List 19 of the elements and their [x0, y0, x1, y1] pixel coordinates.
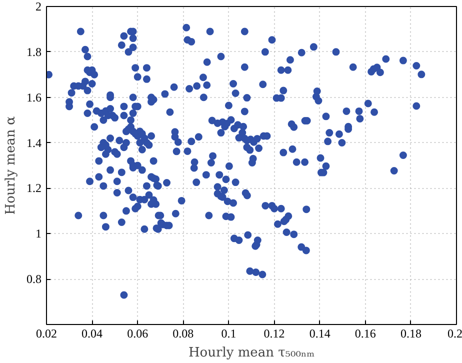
y-axis-title: Hourly mean α	[4, 116, 18, 215]
x-tick-label: 0.12	[264, 326, 285, 340]
y-tick-label: 0.8	[26, 272, 42, 286]
x-tick-label: 0.04	[82, 326, 103, 340]
y-tick-label: 1.8	[26, 44, 42, 59]
x-tick-label: 0.06	[127, 326, 148, 340]
x-axis-title: Hourly mean τ₅₀₀ₙₘ	[188, 346, 315, 360]
y-tick-label: 2	[36, 0, 42, 14]
y-tick-label: 1.6	[26, 90, 42, 104]
x-tick-label: 0.02	[36, 326, 57, 340]
x-tick-label: 0.14	[309, 326, 330, 340]
x-tick-label: 0.1	[221, 326, 236, 340]
x-tick-label: 0.2	[448, 326, 462, 340]
y-tick-label: 1.2	[26, 181, 42, 196]
x-tick-label: 0.16	[354, 326, 376, 340]
y-tick-label: 1	[36, 226, 42, 241]
x-tick-label: 0.08	[172, 326, 194, 340]
y-tick-label: 1.4	[26, 136, 42, 150]
x-tick-label: 0.18	[400, 326, 422, 340]
